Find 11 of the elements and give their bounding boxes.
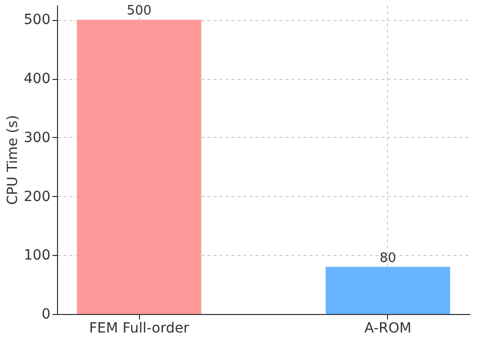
y-tick-label: 100 xyxy=(24,248,50,264)
y-tick-label: 400 xyxy=(24,71,50,88)
data-label: 80 xyxy=(380,250,396,266)
y-tick-label: 500 xyxy=(24,12,50,28)
y-tick-label: 300 xyxy=(24,130,50,146)
y-tick-label: 200 xyxy=(24,188,50,205)
data-label: 500 xyxy=(126,4,152,19)
x-tick-label: FEM Full-order xyxy=(89,320,190,336)
y-tick-label: 0 xyxy=(42,306,50,322)
y-axis-title: CPU Time (s) xyxy=(4,115,21,205)
x-tick-label: A-ROM xyxy=(364,320,412,336)
